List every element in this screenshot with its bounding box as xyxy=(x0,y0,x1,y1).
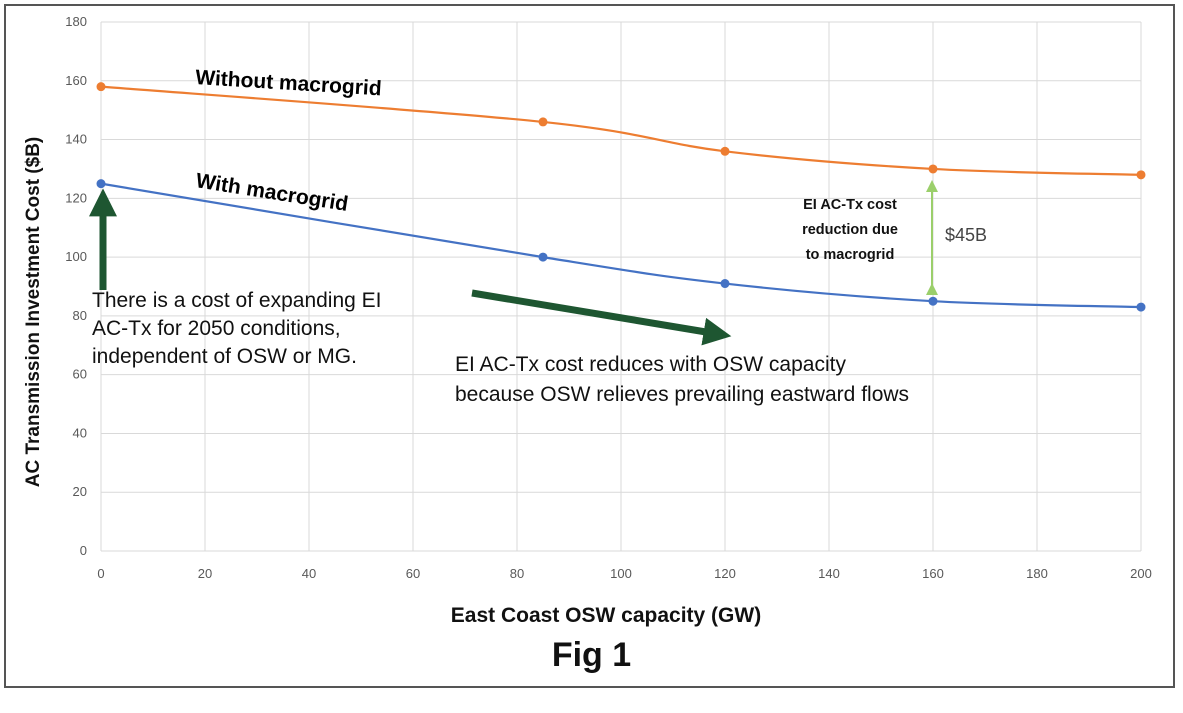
x-tick-label: 60 xyxy=(406,566,420,581)
figure-frame xyxy=(4,4,1175,688)
y-tick-label: 20 xyxy=(73,484,87,499)
y-tick-label: 80 xyxy=(73,308,87,323)
annotation-line: EI AC-Tx cost reduces with OSW capacity xyxy=(455,353,846,376)
annotation-line: because OSW relieves prevailing eastward… xyxy=(455,383,910,406)
data-point xyxy=(720,279,730,289)
series-layer xyxy=(96,82,1146,312)
y-tick-label: 0 xyxy=(80,543,87,558)
data-point xyxy=(538,252,548,262)
x-tick-label: 20 xyxy=(198,566,212,581)
x-axis-title: East Coast OSW capacity (GW) xyxy=(451,604,761,627)
diagonal-arrow xyxy=(471,289,732,346)
x-tick-label: 100 xyxy=(610,566,632,581)
tick-labels: 0 20 40 60 80 100 120 140 160 180 0 20 40 60 80 100 120 1… xyxy=(65,14,1152,581)
x-tick-label: 120 xyxy=(714,566,736,581)
data-point xyxy=(96,82,106,92)
annotation-macrogrid-reduction: EI AC-Tx cost reduction due to macrogrid xyxy=(780,193,920,268)
x-tick-label: 200 xyxy=(1130,566,1152,581)
x-tick-label: 40 xyxy=(302,566,316,581)
y-tick-label: 40 xyxy=(73,425,87,440)
x-tick-label: 160 xyxy=(922,566,944,581)
series-line-with-macrogrid xyxy=(100,182,1142,309)
data-point xyxy=(96,179,106,189)
data-point xyxy=(1136,302,1146,312)
series-label-with-macrogrid: With macrogrid xyxy=(194,169,350,216)
y-tick-label: 160 xyxy=(65,73,87,88)
data-point xyxy=(928,164,938,174)
x-tick-label: 80 xyxy=(510,566,524,581)
data-point xyxy=(538,117,548,127)
y-tick-label: 120 xyxy=(65,190,87,205)
figure-caption: Fig 1 xyxy=(551,636,632,674)
annotation-baseline-cost: There is a cost of expanding EI AC-Tx fo… xyxy=(92,289,382,368)
y-tick-label: 140 xyxy=(65,132,87,147)
y-tick-label: 180 xyxy=(65,14,87,29)
annotation-line: reduction due xyxy=(802,222,898,238)
x-tick-label: 180 xyxy=(1026,566,1048,581)
y-tick-label: 100 xyxy=(65,249,87,264)
x-tick-label: 140 xyxy=(818,566,840,581)
data-point xyxy=(1136,170,1146,180)
data-point xyxy=(928,296,938,306)
annotation-arrows xyxy=(89,180,938,346)
annotation-line: to macrogrid xyxy=(805,247,895,263)
y-tick-label: 60 xyxy=(73,367,87,382)
x-tick-label: 0 xyxy=(97,566,104,581)
annotation-line: EI AC-Tx cost xyxy=(803,197,897,213)
y-axis-title: AC Transmission Investment Cost ($B) xyxy=(23,137,44,488)
series-line-without-macrogrid xyxy=(100,85,1142,176)
annotation-difference-amount: $45B xyxy=(945,225,988,245)
data-point xyxy=(720,146,730,156)
annotation-cost-reduction: EI AC-Tx cost reduces with OSW capacity … xyxy=(455,350,1095,410)
